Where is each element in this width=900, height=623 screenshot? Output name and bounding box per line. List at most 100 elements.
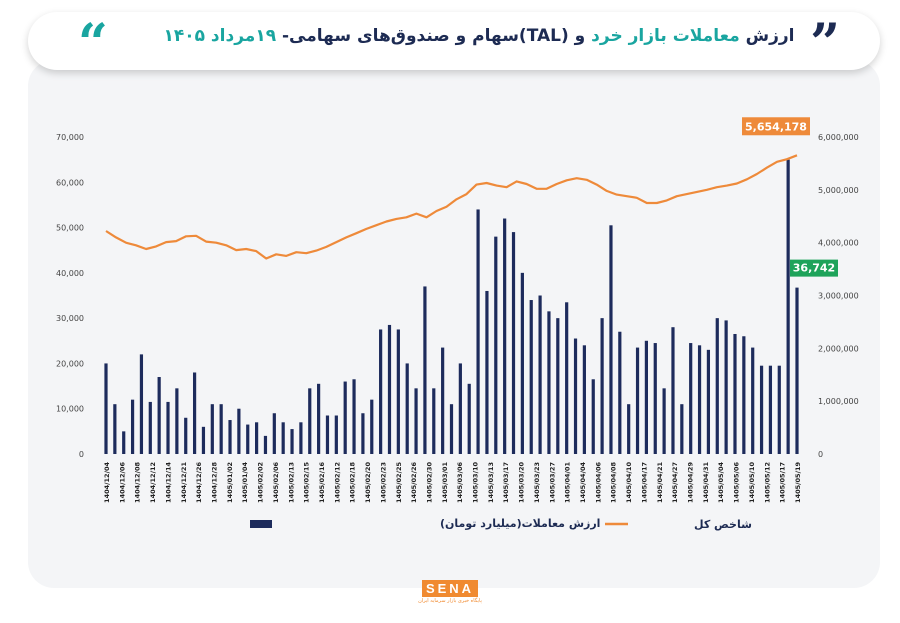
bar [547,311,551,454]
bar [308,388,312,454]
bar [379,329,383,454]
x-tick-label: 1405/04/17 [640,462,648,503]
right-axis-tick-label: 0 [818,450,823,459]
x-tick-label: 1405/03/10 [472,462,480,503]
bar [299,422,303,454]
bar [432,388,436,454]
x-tick-label: 1405/02/15 [303,462,311,503]
bar [662,388,666,454]
bar [591,379,595,454]
bar [538,295,542,454]
bar [618,331,622,454]
bar [706,349,711,454]
title-part1: ارزش [745,26,795,46]
bar [671,327,675,454]
bar [317,383,321,454]
bar [405,363,409,454]
callout-index-label: 5,654,178 [745,120,807,133]
left-axis-tick-label: 50,000 [56,224,84,233]
bar [370,399,374,454]
right-axis-tick-label: 1,000,000 [818,397,859,406]
bar [184,417,188,454]
bar [441,347,445,454]
legend-bar-label: ارزش معاملات(میلیارد تومان) [440,517,600,530]
left-axis-tick-label: 0 [79,450,84,459]
bar [255,422,259,454]
bar [556,318,560,454]
bar [175,388,179,454]
bar [246,424,250,454]
x-tick-label: 1405/02/23 [379,462,387,503]
x-tick-label: 1404/12/14 [164,462,172,503]
left-axis-tick-label: 30,000 [56,314,84,323]
x-tick-label: 1404/12/28 [210,462,218,503]
x-tick-label: 1405/05/19 [794,462,802,503]
left-axis-tick-label: 20,000 [56,359,84,368]
bar [635,347,640,454]
bar [130,399,135,454]
x-tick-label: 1405/02/30 [425,462,433,503]
index-line [105,154,798,260]
x-tick-label: 1405/03/13 [487,462,495,503]
bar [272,413,276,454]
bar [511,232,516,454]
callout-value-label: 36,742 [793,262,835,275]
x-tick-label: 1405/03/27 [548,462,556,503]
chart-title: ارزش معاملات بازار خرد و (TAL)سهام و صند… [148,26,810,46]
x-tick-label: 1405/02/16 [318,462,326,503]
right-axis-tick-label: 5,000,000 [818,186,859,195]
legend-bar-swatch [250,520,272,528]
x-tick-label: 1405/01/02 [226,462,234,503]
bar [565,302,569,454]
x-tick-label: 1405/02/06 [272,462,280,503]
bar [582,345,586,454]
bar [600,318,604,454]
x-tick-label: 1405/02/18 [349,462,357,503]
bar [334,415,338,454]
bar [281,422,285,454]
bar [157,377,161,454]
x-tick-label: 1405/05/06 [733,462,741,503]
right-axis-tick-label: 6,000,000 [818,133,859,142]
x-tick-label: 1404/12/12 [149,462,157,503]
bar [237,408,241,454]
bar [485,290,489,454]
left-axis-tick-label: 10,000 [56,405,84,414]
bar [210,404,214,454]
chart-card [28,60,880,588]
bar [467,383,471,454]
callout-index-box [742,117,810,136]
bar [423,286,427,454]
bar [139,354,144,454]
x-tick-label: 1405/04/29 [687,462,695,503]
bar [759,365,764,454]
x-tick-label: 1405/03/23 [533,462,541,503]
bar [786,159,790,454]
bar [104,363,108,454]
x-tick-label: 1405/03/17 [502,462,510,503]
x-tick-label: 1404/12/04 [103,462,111,503]
bar [192,372,197,454]
bar [343,381,347,454]
bar [219,404,223,454]
x-tick-label: 1405/05/12 [763,462,771,503]
bar [166,401,170,454]
x-tick-label: 1405/04/01 [564,462,572,503]
bar [653,343,657,454]
right-axis-tick-label: 3,000,000 [818,292,859,301]
bar [325,415,330,454]
x-tick-label: 1405/05/17 [779,462,787,503]
x-tick-label: 1405/04/31 [702,462,710,503]
bar [742,336,746,454]
x-tick-label: 1405/02/26 [410,462,418,503]
bar [494,236,498,454]
left-axis-tick-label: 70,000 [56,133,84,142]
bar [520,272,524,454]
bar [148,401,152,454]
title-part2: و (TAL)سهام و صندوق‌های سهامی- [282,26,586,46]
x-tick-label: 1405/03/06 [456,462,464,503]
bar [627,404,631,454]
x-tick-label: 1405/02/12 [333,462,341,503]
x-tick-label: 1405/01/04 [241,462,249,503]
